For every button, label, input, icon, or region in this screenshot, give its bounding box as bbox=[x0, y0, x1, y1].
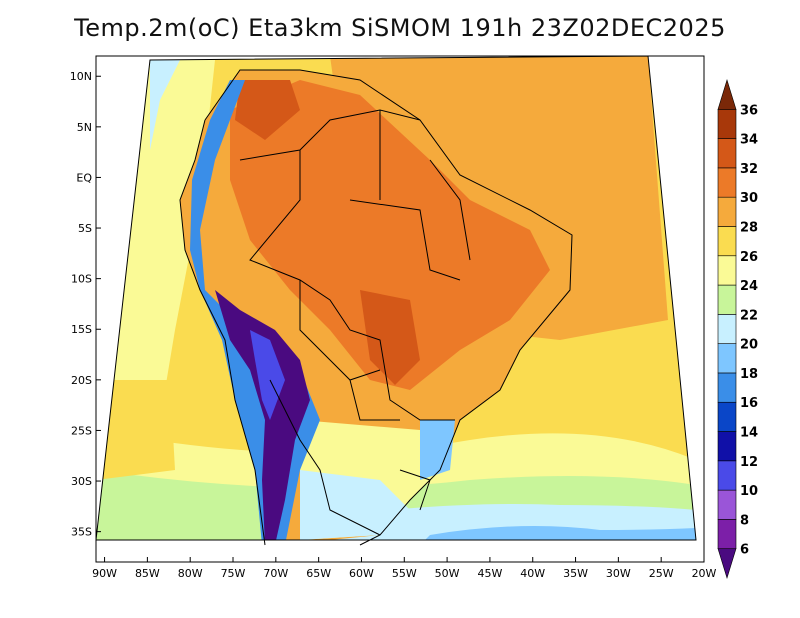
colorbar-swatch bbox=[717, 519, 737, 550]
lon-tick-label: 90W bbox=[92, 567, 117, 580]
colorbar-label: 20 bbox=[740, 338, 758, 353]
lat-tick-label: 10N bbox=[70, 70, 92, 83]
colorbar-swatch bbox=[717, 78, 737, 110]
colorbar-label: 34 bbox=[740, 133, 758, 148]
country-borders bbox=[179, 69, 573, 546]
lon-tick-label: 70W bbox=[263, 567, 288, 580]
colorbar-swatch bbox=[717, 548, 737, 580]
lon-tick-label: 85W bbox=[135, 567, 160, 580]
lat-tick-label: 5N bbox=[77, 121, 92, 134]
colorbar-swatch bbox=[717, 196, 737, 227]
colorbar-label: 36 bbox=[740, 103, 758, 118]
argentina-chile-border bbox=[269, 379, 381, 536]
land-hot-zone bbox=[230, 80, 550, 390]
andes-blue bbox=[250, 330, 285, 420]
lon-tick-label: 30W bbox=[606, 567, 631, 580]
lon-tick-label: 20W bbox=[692, 567, 717, 580]
lon-axis: 90W 85W 80W 75W 70W 65W 60W 55W 50W 45W 40W 35W 30W 2… bbox=[92, 557, 717, 580]
colorbar-swatch bbox=[717, 489, 737, 520]
temperature-field bbox=[96, 56, 696, 540]
colorbar-label: 10 bbox=[740, 484, 758, 499]
land-very-hot-north bbox=[235, 80, 300, 140]
land-south-brazil-cool bbox=[420, 420, 455, 480]
lat-tick-label: 15S bbox=[71, 323, 92, 336]
colorbar-swatch bbox=[717, 431, 737, 462]
colorbar-label: 8 bbox=[740, 513, 749, 528]
state-lines bbox=[349, 110, 471, 281]
colorbar-label: 18 bbox=[740, 367, 758, 382]
lat-axis: 10N 5N EQ 5S 10S 15S 20S 25S 30S 35S bbox=[70, 70, 101, 539]
colorbar-label: 12 bbox=[740, 455, 758, 470]
lat-tick-label: 5S bbox=[78, 222, 92, 235]
colorbar-swatch bbox=[717, 460, 737, 491]
lon-tick-label: 80W bbox=[178, 567, 203, 580]
colorbar-swatch bbox=[717, 314, 737, 344]
colorbar-swatch bbox=[717, 284, 737, 315]
bolivia-border bbox=[299, 280, 381, 381]
pacific-cool-patch bbox=[150, 60, 180, 150]
colorbar-label: 30 bbox=[740, 191, 758, 206]
colorbar-swatch bbox=[717, 255, 737, 286]
colorbar-label: 22 bbox=[740, 308, 758, 323]
colorbar-swatch bbox=[717, 372, 737, 403]
colorbar-label: 16 bbox=[740, 396, 758, 411]
coastline bbox=[204, 69, 573, 546]
colorbar-swatch bbox=[717, 108, 737, 139]
lat-tick-label: 25S bbox=[71, 424, 92, 437]
colorbar-label: 6 bbox=[740, 543, 749, 558]
axes-frame bbox=[95, 55, 705, 563]
lon-tick-label: 35W bbox=[563, 567, 588, 580]
colorbar-swatch bbox=[717, 401, 737, 432]
domain-outline bbox=[95, 55, 697, 541]
colorbar: 6 8 10 12 14 16 18 20 22 24 26 28 30 32 34 36 bbox=[717, 78, 758, 580]
lat-tick-label: 20S bbox=[71, 374, 92, 387]
land-cooler-south bbox=[300, 470, 410, 540]
west-coast bbox=[179, 119, 266, 546]
colorbar-label: 26 bbox=[740, 250, 758, 265]
colorbar-swatch bbox=[717, 226, 737, 257]
lon-tick-label: 45W bbox=[477, 567, 502, 580]
lon-tick-label: 60W bbox=[349, 567, 374, 580]
colorbar-swatch bbox=[717, 138, 737, 169]
lon-tick-label: 75W bbox=[221, 567, 246, 580]
lat-tick-label: EQ bbox=[76, 171, 92, 184]
uruguay-border bbox=[399, 469, 431, 511]
paraguay-border bbox=[349, 379, 400, 421]
lat-tick-label: 10S bbox=[71, 273, 92, 286]
land-very-hot-zone bbox=[360, 290, 420, 385]
lat-tick-label: 35S bbox=[71, 526, 92, 539]
colorbar-swatch bbox=[717, 167, 737, 198]
lon-tick-label: 40W bbox=[520, 567, 545, 580]
lon-tick-label: 50W bbox=[435, 567, 460, 580]
south-band-18 bbox=[420, 526, 696, 540]
colorbar-label: 24 bbox=[740, 279, 758, 294]
colorbar-label: 28 bbox=[740, 220, 758, 235]
lon-tick-label: 25W bbox=[649, 567, 674, 580]
pacific-south-warm bbox=[96, 380, 175, 480]
colorbar-label: 32 bbox=[740, 162, 758, 177]
lat-tick-label: 30S bbox=[71, 475, 92, 488]
brazil-border bbox=[239, 109, 455, 421]
lon-tick-label: 65W bbox=[306, 567, 331, 580]
lon-tick-label: 55W bbox=[392, 567, 417, 580]
colorbar-swatch bbox=[717, 343, 737, 374]
andes-very-cold bbox=[215, 290, 310, 540]
colorbar-label: 14 bbox=[740, 426, 758, 441]
map-title: Temp.2m(oC) Eta3km SiSMOM 191h 23Z02DEC2… bbox=[74, 14, 726, 42]
